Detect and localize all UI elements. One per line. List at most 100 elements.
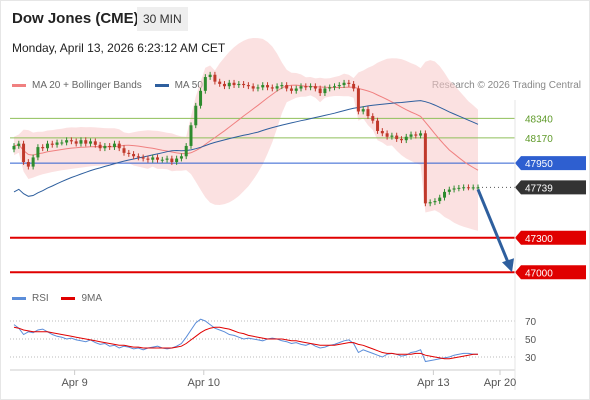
candle-body	[385, 133, 389, 137]
candle-body	[36, 147, 40, 158]
rsi-tick-50: 50	[525, 335, 537, 346]
x-tick-label: Apr 10	[188, 377, 220, 389]
ma50-line	[13, 100, 479, 197]
rsi-tick-70: 70	[525, 317, 537, 328]
candle-body	[93, 141, 97, 145]
candle-body	[199, 90, 203, 106]
price-legend: MA 20 + Bollinger Bands MA 50	[12, 80, 213, 91]
candle-body	[184, 145, 188, 157]
candle-body	[117, 143, 121, 149]
candle-body	[69, 140, 73, 142]
candle-body	[457, 187, 461, 189]
candle-body	[98, 144, 102, 149]
legend-swatch-ma50	[154, 83, 169, 87]
legend-label-bollinger: MA 20 + Bollinger Bands	[32, 80, 142, 91]
candle-body	[237, 83, 241, 86]
candle-body	[414, 134, 418, 136]
candle-body	[79, 140, 83, 144]
candle-body	[45, 143, 49, 149]
candle-body	[452, 188, 456, 190]
legend-swatch-bollinger	[12, 83, 26, 87]
level-tag-47950	[515, 156, 586, 171]
candle-body	[251, 86, 255, 89]
candle-body	[175, 158, 179, 163]
legend-label-ma50: MA 50	[174, 80, 203, 91]
level-tag-47739	[515, 180, 586, 195]
legend-swatch-rsi	[12, 296, 26, 300]
candle-body	[309, 86, 313, 88]
candle-body	[189, 125, 193, 146]
x-tick-label: Apr 20	[484, 377, 516, 389]
candle-body	[12, 145, 16, 150]
candle-body	[476, 187, 480, 189]
candle-body	[127, 152, 131, 154]
candle-body	[270, 87, 274, 89]
candle-body	[356, 88, 360, 112]
candle-body	[222, 83, 226, 87]
candle-body	[428, 202, 432, 204]
candle-body	[17, 143, 21, 146]
level-label-47000: 47000	[525, 268, 553, 279]
candle-body	[337, 85, 341, 87]
legend-item-bollinger: MA 20 + Bollinger Bands	[12, 80, 142, 91]
candle-body	[151, 157, 155, 160]
candle-body	[246, 85, 250, 87]
candle-body	[323, 88, 327, 94]
candle-body	[165, 158, 169, 160]
candle-body	[65, 140, 69, 143]
level-tag-47300	[515, 230, 586, 245]
candle-body	[419, 133, 423, 136]
candle-body	[160, 159, 164, 161]
candle-body	[108, 145, 112, 148]
timeframe-badge[interactable]: 30 MIN	[137, 7, 188, 31]
candle-body	[466, 187, 470, 189]
level-tag-47000	[515, 265, 586, 280]
candle-body	[74, 141, 78, 144]
candle-body	[399, 139, 403, 141]
candle-body	[203, 77, 207, 91]
candle-body	[122, 148, 126, 153]
candle-body	[60, 142, 64, 144]
candle-body	[31, 157, 35, 167]
candle-body	[232, 82, 236, 86]
candle-body	[443, 191, 447, 198]
level-label-48340: 48340	[525, 114, 553, 125]
candle-body	[471, 187, 475, 189]
candle-body	[423, 133, 427, 204]
datetime-label: Monday, April 13, 2026 6:23:12 AM CET	[12, 41, 226, 55]
projection-arrowhead	[502, 258, 514, 273]
candle-body	[41, 147, 45, 149]
candle-body	[285, 85, 289, 89]
candle-body	[266, 85, 270, 88]
candle-body	[136, 156, 140, 158]
candle-body	[256, 87, 260, 89]
candle-body	[22, 143, 26, 163]
candle-body	[227, 82, 231, 87]
chart-title: Dow Jones (CME)	[12, 10, 139, 27]
rsi-legend: RSI 9MA	[12, 293, 112, 304]
candle-body	[218, 81, 222, 84]
candle-body	[438, 197, 442, 202]
legend-label-9ma: 9MA	[81, 293, 103, 304]
candle-body	[84, 140, 88, 144]
legend-swatch-9ma	[61, 296, 76, 300]
level-label-47739: 47739	[525, 183, 553, 194]
candle-body	[380, 131, 384, 134]
candle-body	[50, 143, 54, 145]
candle-body	[156, 157, 160, 160]
candle-body	[328, 87, 332, 89]
rsi-tick-30: 30	[525, 353, 537, 364]
candle-body	[289, 88, 293, 91]
legend-item-ma50: MA 50	[154, 80, 203, 91]
candle-body	[409, 134, 413, 137]
candle-body	[462, 187, 466, 189]
candle-body	[395, 135, 399, 140]
candle-body	[313, 86, 317, 89]
candle-body	[371, 116, 375, 121]
candle-body	[347, 82, 351, 84]
candle-body	[26, 162, 30, 167]
candle-body	[390, 135, 394, 137]
candle-body	[275, 86, 279, 89]
projection-arrow	[476, 188, 510, 263]
